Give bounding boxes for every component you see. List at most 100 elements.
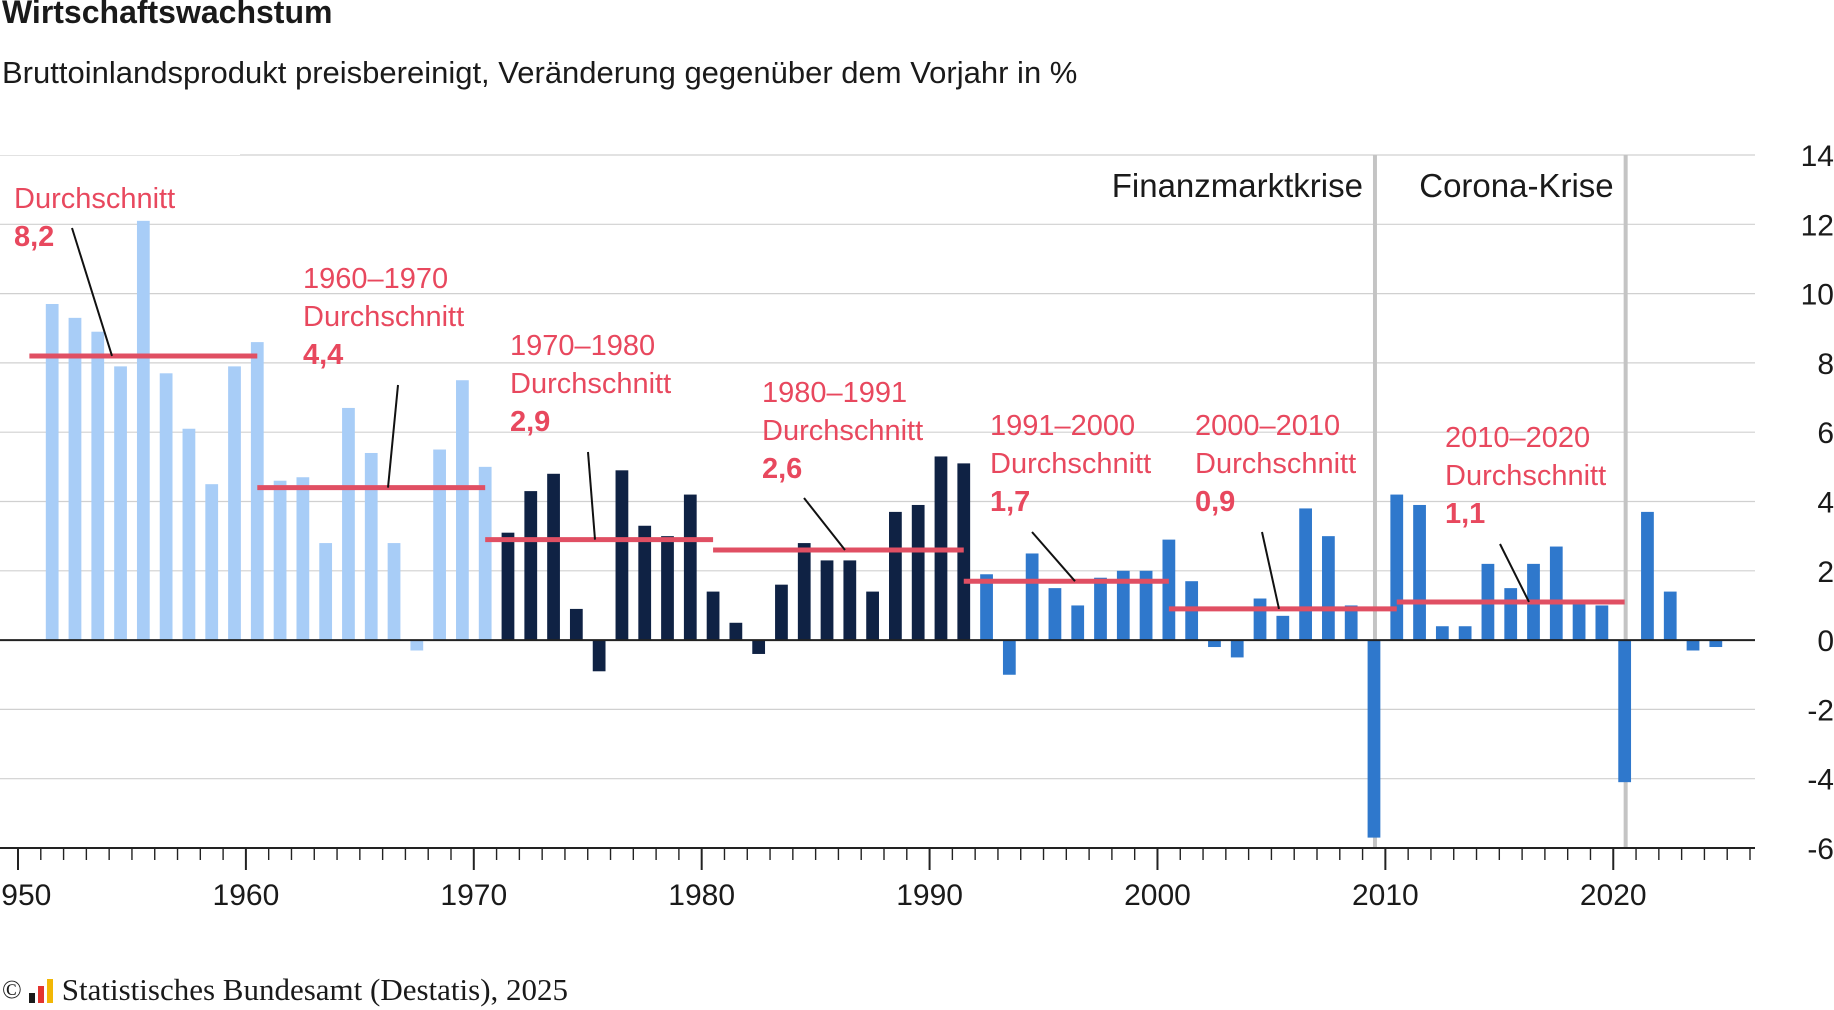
bar <box>843 560 857 641</box>
bar <box>1413 504 1426 641</box>
copyright-symbol: © <box>2 975 22 1004</box>
bar <box>1139 570 1153 641</box>
y-tick-label: 12 <box>1801 209 1834 242</box>
period-label: 1980–1991 <box>762 377 907 409</box>
x-tick-label: 2010 <box>1352 879 1419 912</box>
bar <box>1549 546 1563 641</box>
x-tick-label: 1960 <box>213 879 280 912</box>
source-text: Statistisches Bundesamt (Destatis), 2025 <box>61 972 569 1007</box>
bar <box>501 532 515 641</box>
plot-top-mask <box>0 100 240 155</box>
x-tick-label: 1990 <box>896 879 963 912</box>
bar <box>1094 577 1107 641</box>
bar <box>68 317 82 641</box>
mean-value: 8,2 <box>14 221 54 253</box>
bar <box>1071 605 1085 641</box>
bar <box>980 574 993 641</box>
bar <box>296 477 310 641</box>
bar <box>889 511 902 641</box>
y-tick-label: 6 <box>1817 417 1834 450</box>
y-tick-label: -2 <box>1807 694 1834 727</box>
bar <box>866 591 879 641</box>
mean-value: 1,1 <box>1445 498 1485 530</box>
bar <box>182 428 196 641</box>
bar <box>205 484 219 641</box>
mean-label: Durchschnitt <box>14 183 175 215</box>
bar <box>1595 605 1609 641</box>
period-label: 1991–2000 <box>990 410 1135 442</box>
mean-value: 4,4 <box>303 339 343 371</box>
bar-chart: -6 -4 -2 0 2 4 6 8 10 12 14 Finanzmarktkrise Corona-… <box>0 100 1834 912</box>
annotation-leader-line <box>1031 531 1076 582</box>
bar <box>159 373 173 641</box>
bar <box>319 543 333 641</box>
y-tick-label: 10 <box>1801 279 1834 312</box>
bar <box>1618 640 1632 783</box>
bar <box>1025 553 1039 641</box>
period-label: 2000–2010 <box>1195 410 1340 442</box>
bar <box>1253 598 1267 641</box>
period-label: 1970–1980 <box>510 330 655 362</box>
bar <box>1686 640 1700 651</box>
bar <box>661 536 674 641</box>
bar <box>706 591 720 641</box>
x-tick-label: 2000 <box>1124 879 1191 912</box>
bar <box>729 622 743 641</box>
bar <box>1162 539 1176 641</box>
bar <box>569 608 583 641</box>
bar <box>775 584 788 641</box>
bar <box>114 366 127 641</box>
y-tick-label: 14 <box>1801 140 1834 173</box>
mean-value: 1,7 <box>990 486 1030 518</box>
bar <box>1435 626 1449 641</box>
bar <box>478 466 492 641</box>
bar <box>615 470 629 641</box>
y-tick-label: -6 <box>1807 833 1834 866</box>
bar <box>1299 508 1312 641</box>
destatis-logo-icon <box>28 979 53 1003</box>
bar <box>136 220 150 641</box>
annotation-leader-line <box>387 384 399 488</box>
bar <box>1572 601 1586 641</box>
crisis-label: Finanzmarktkrise <box>1112 167 1363 204</box>
bar <box>1276 615 1290 641</box>
bar <box>45 303 59 641</box>
mean-value: 0,9 <box>1195 486 1235 518</box>
bar <box>911 504 925 641</box>
bar <box>456 380 469 641</box>
y-tick-label: -4 <box>1807 764 1834 797</box>
x-tick-label: 1980 <box>668 879 735 912</box>
mean-label: Durchschnitt <box>303 301 464 333</box>
bar <box>683 494 697 641</box>
period-label: 1960–1970 <box>303 263 448 295</box>
bar <box>364 452 378 641</box>
chart-title: Wirtschaftswachstum <box>2 0 333 30</box>
bar <box>1367 640 1381 838</box>
bar <box>433 449 446 641</box>
bar <box>1390 494 1404 641</box>
bar <box>820 560 834 641</box>
bar <box>1116 570 1130 641</box>
bar <box>342 407 355 641</box>
y-tick-label: 8 <box>1817 348 1834 381</box>
annotation-leader-line <box>1261 531 1280 610</box>
chart-subtitle: Bruttoinlandsprodukt preisbereinigt, Ver… <box>2 55 1078 90</box>
bar <box>250 342 264 641</box>
y-tick-label: 4 <box>1817 487 1834 520</box>
bar <box>1458 626 1472 641</box>
footer: © Statistisches Bundesamt (Destatis), 20… <box>2 970 568 1010</box>
bar <box>752 640 766 654</box>
bar <box>1663 591 1677 641</box>
bar <box>638 525 652 641</box>
period-label: 2010–2020 <box>1445 422 1590 454</box>
bar <box>547 473 560 641</box>
bar <box>1504 588 1518 641</box>
annotation-leader-line <box>1499 543 1530 603</box>
crisis-label: Corona-Krise <box>1419 167 1613 204</box>
annotation-leader-line <box>587 451 596 540</box>
bar <box>1641 511 1654 641</box>
bar <box>410 640 424 651</box>
mean-label: Durchschnitt <box>510 368 671 400</box>
x-tick-label: 2020 <box>1580 879 1647 912</box>
bar <box>273 480 287 641</box>
